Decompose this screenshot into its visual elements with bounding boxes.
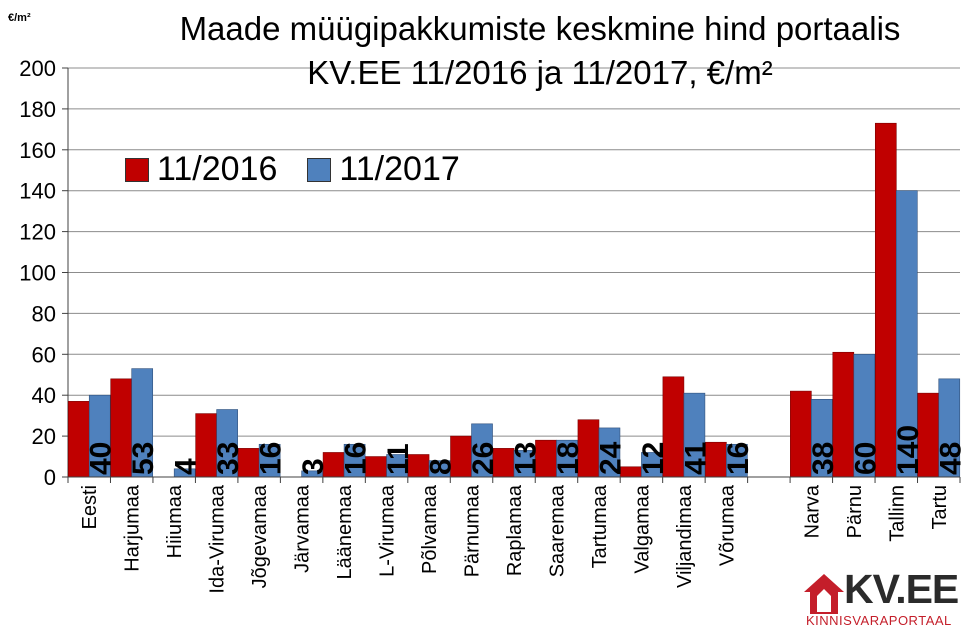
legend-item-2017: 11/2017 — [307, 150, 460, 189]
x-tick-label: Harjumaa — [122, 484, 144, 572]
x-tick-label: Tartu — [929, 485, 951, 529]
data-label: 40 — [85, 442, 118, 475]
y-tick-label: 0 — [44, 465, 56, 490]
x-tick-label: Valgamaa — [631, 484, 653, 573]
data-label: 26 — [467, 442, 500, 475]
data-label: 33 — [212, 442, 245, 475]
y-tick-label: 180 — [19, 97, 56, 122]
legend-swatch-2017 — [307, 157, 332, 182]
legend-item-2016: 11/2016 — [125, 150, 277, 189]
y-axis: 0 20 40 60 80 100 120 140 160 180 200 — [19, 56, 69, 490]
y-tick-label: 120 — [19, 220, 56, 245]
x-tick-label: Ida-Virumaa — [207, 484, 229, 593]
x-tick-label: Pärnumaa — [462, 484, 484, 577]
x-tick-label: Viljandimaa — [674, 484, 696, 588]
x-tick-label: Jõgevamaa — [249, 484, 271, 588]
y-tick-label: 80 — [32, 301, 56, 326]
y-tick-label: 100 — [19, 261, 56, 286]
legend-swatch-2016 — [125, 157, 149, 182]
data-label: 11 — [382, 443, 415, 475]
data-label: 16 — [722, 442, 755, 475]
data-label: 38 — [807, 442, 840, 475]
data-label: 12 — [637, 442, 670, 475]
x-tick-label: Eesti — [79, 485, 101, 529]
gridlines — [68, 67, 960, 478]
chart-title-line2: KV.EE 11/2016 ja 11/2017, €/m² — [307, 54, 773, 91]
data-label: 13 — [510, 442, 543, 475]
data-label: 16 — [255, 442, 288, 475]
x-tick-label: Järvamaa — [292, 484, 314, 573]
data-label: 3 — [297, 458, 330, 475]
data-label: 48 — [934, 442, 967, 475]
legend-label-2017: 11/2017 — [339, 150, 460, 188]
data-label: 16 — [340, 442, 373, 475]
y-tick-label: 160 — [19, 138, 56, 163]
x-tick-label: Raplamaa — [504, 484, 526, 576]
bar-2016 — [874, 122, 897, 478]
data-label: 60 — [849, 442, 882, 475]
x-tick-label: Võrumaa — [716, 484, 738, 566]
data-labels: 40 53 4 33 16 3 16 11 8 26 13 18 24 12 41 16 38 60 140 48 — [85, 425, 968, 475]
y-tick-label: 20 — [32, 424, 56, 449]
x-tick-label: Tallinn — [886, 485, 908, 542]
data-label: 4 — [170, 458, 203, 475]
x-tick-label: Põlvamaa — [419, 484, 441, 574]
x-tick-label: Saaremaa — [546, 484, 568, 577]
legend: 11/2016 11/2017 — [125, 150, 490, 189]
y-axis-unit: €/m² — [8, 12, 31, 24]
y-tick-label: 140 — [19, 179, 56, 204]
legend-label-2016: 11/2016 — [157, 150, 278, 188]
kvee-logo: KV.EE KINNISVARAPORTAAL — [800, 566, 972, 632]
x-tick-label: Narva — [801, 484, 823, 538]
y-tick-label: 40 — [32, 383, 56, 408]
data-label: 41 — [679, 442, 712, 475]
data-label: 24 — [594, 441, 627, 475]
logo-subtitle: KINNISVARAPORTAAL — [806, 613, 952, 628]
x-tick-label: Pärnu — [844, 485, 866, 538]
x-tick-label: L-Virumaa — [377, 484, 399, 577]
house-logo-icon — [804, 574, 844, 614]
data-label: 53 — [127, 442, 160, 475]
x-axis: Eesti Harjumaa Hiiumaa Ida-Virumaa Jõgevamaa… — [67, 476, 961, 594]
data-label: 8 — [425, 458, 458, 475]
logo-text: KV.EE — [844, 566, 959, 612]
bars — [67, 122, 961, 478]
y-tick-label: 60 — [32, 342, 56, 367]
chart-title-line1: Maade müügipakkumiste keskmine hind port… — [179, 10, 901, 47]
x-tick-label: Tartumaa — [589, 484, 611, 568]
data-label: 18 — [552, 442, 585, 475]
y-tick-label: 200 — [19, 56, 56, 81]
data-label: 140 — [892, 425, 925, 475]
x-tick-label: Läänemaa — [334, 484, 356, 579]
x-tick-label: Hiiumaa — [164, 484, 186, 558]
